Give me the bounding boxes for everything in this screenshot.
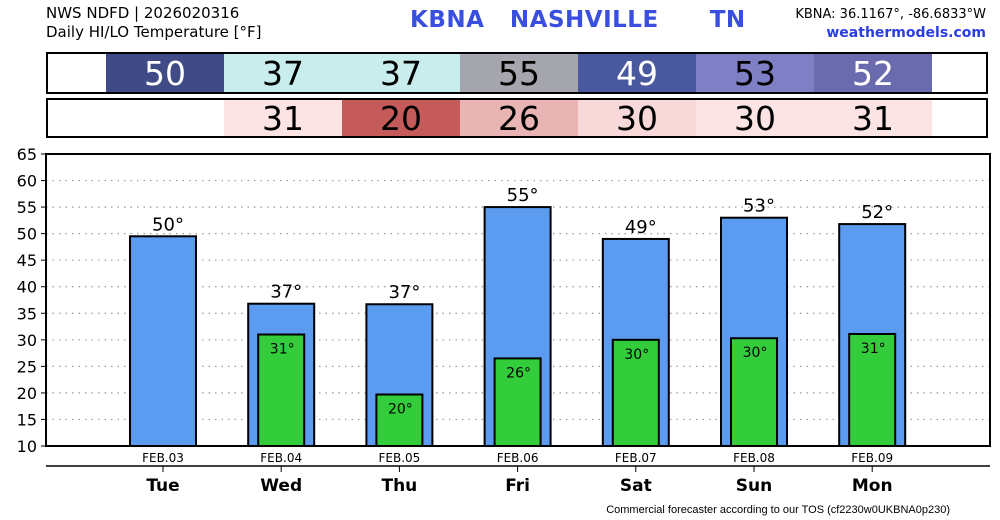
date-label: FEB.04 (260, 451, 302, 465)
high-temp-cell: 53 (696, 54, 814, 93)
date-label: FEB.03 (142, 451, 184, 465)
high-temp-row: 50 37 37 55 49 53 52 (46, 52, 988, 94)
high-bar-label: 55° (507, 185, 539, 206)
low-bar (257, 333, 306, 447)
y-tick-label: 25 (17, 357, 37, 376)
low-bar (493, 357, 542, 447)
low-bar-label: 31° (861, 341, 886, 357)
high-bar-label: 50° (152, 214, 184, 235)
y-tick-label: 55 (17, 198, 37, 217)
y-tick-label: 45 (17, 251, 37, 270)
y-tick-label: 65 (17, 145, 37, 164)
day-label: Wed (260, 476, 302, 496)
date-label: FEB.07 (615, 451, 657, 465)
date-label: FEB.06 (497, 451, 539, 465)
station-coords: KBNA: 36.1167°, -86.6833°W (795, 7, 986, 22)
footer-note: Commercial forecaster according to our T… (606, 504, 950, 516)
y-tick-label: 30 (17, 331, 37, 350)
day-label: Mon (852, 476, 893, 496)
y-tick-label: 20 (17, 384, 37, 403)
low-temp-cell: 31 (814, 99, 932, 138)
site-link[interactable]: weathermodels.com (826, 25, 986, 41)
high-temp-cell: 37 (224, 54, 342, 93)
low-temp-cell: 26 (460, 99, 578, 138)
high-bar-label: 37° (388, 282, 420, 303)
date-label: FEB.08 (733, 451, 775, 465)
low-temp-cell (106, 100, 224, 136)
y-tick-label: 15 (17, 410, 37, 429)
day-label: Tue (146, 476, 179, 496)
y-tick-label: 50 (17, 225, 37, 244)
low-bar (730, 337, 778, 448)
y-tick-label: 40 (17, 278, 37, 297)
day-label: Sat (620, 476, 652, 496)
y-tick-label: 60 (17, 172, 37, 191)
day-label: Thu (381, 476, 417, 496)
low-bar-label: 26° (506, 365, 531, 381)
high-bar (129, 235, 197, 447)
high-temp-cell: 37 (342, 54, 460, 93)
high-temp-cell: 50 (106, 54, 224, 93)
low-temp-cell: 20 (342, 99, 460, 138)
station-name: KBNA NASHVILLE TN (410, 7, 746, 33)
high-bar-label: 53° (743, 196, 775, 217)
high-bar-label: 52° (861, 202, 893, 223)
high-temp-cell: 55 (460, 54, 578, 93)
low-temp-cell: 30 (696, 99, 814, 138)
low-bar-label: 30° (624, 347, 649, 363)
date-label: FEB.09 (851, 451, 893, 465)
low-bar-label: 31° (270, 342, 295, 358)
high-temp-cell: 49 (578, 54, 696, 93)
low-bar (375, 393, 424, 448)
header-right: KBNA: 36.1167°, -86.6833°W weathermodels… (795, 5, 986, 43)
high-temp-cell: 52 (814, 54, 932, 93)
day-label: Fri (505, 476, 530, 496)
low-temp-cell: 31 (224, 99, 342, 138)
day-label: Sun (736, 476, 772, 496)
low-temp-row: 31 20 26 30 30 31 (46, 98, 988, 138)
low-bar-label: 30° (743, 345, 768, 361)
low-temp-cell: 30 (578, 99, 696, 138)
product-subtitle: Daily HI/LO Temperature [°F] (46, 23, 262, 41)
header-left: NWS NDFD | 2026020316 Daily HI/LO Temper… (46, 4, 262, 42)
product-title: NWS NDFD | 2026020316 (46, 4, 240, 22)
y-tick-label: 35 (17, 304, 37, 323)
low-bar-label: 20° (388, 402, 413, 418)
low-bar (848, 332, 897, 447)
low-bar (611, 338, 660, 447)
date-label: FEB.05 (378, 451, 420, 465)
high-bar-label: 37° (270, 282, 302, 303)
y-tick-label: 10 (17, 437, 37, 456)
high-bar-label: 49° (625, 217, 657, 238)
